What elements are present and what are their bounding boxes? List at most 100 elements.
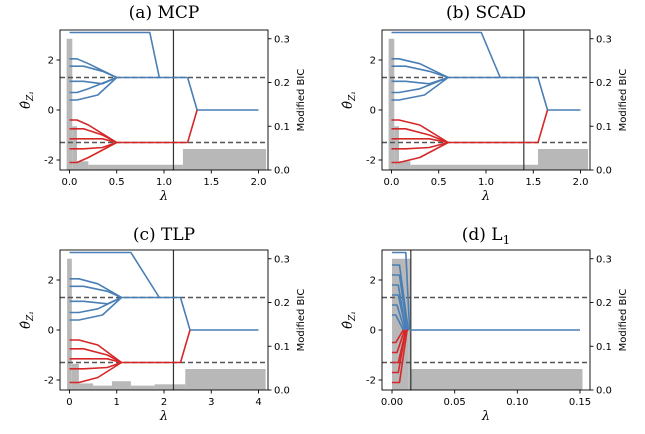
x-tick-label: 0.5 bbox=[109, 177, 125, 188]
bic-bar bbox=[78, 383, 94, 390]
path-line-positive bbox=[391, 58, 449, 79]
y-axis-label-left: θ̂Z₁ bbox=[341, 91, 358, 109]
y-tick-label-right: 0.0 bbox=[274, 166, 290, 177]
panel-3: 0 1 2 3 4 -2 0 2 0.0 0.1 0.2 0.3 (c) TLP λ θ̂Z₁ Modifie… bbox=[19, 225, 307, 424]
path-line-positive bbox=[69, 65, 118, 79]
y-tick-label-right: 0.1 bbox=[596, 122, 612, 133]
panel-2: 0.0 0.5 1.0 1.5 2.0 -2 0 2 0.0 0.1 0.2 0.3 (b) SCAD λ… bbox=[341, 3, 629, 204]
path-line-positive bbox=[69, 296, 123, 321]
path-line-negative bbox=[69, 141, 118, 164]
bic-bar bbox=[112, 381, 131, 390]
panel-title: (d) L1 bbox=[462, 225, 510, 247]
x-tick-label: 1 bbox=[114, 397, 120, 408]
x-axis-label: λ bbox=[481, 409, 490, 424]
y-axis-label-left: θ̂Z₁ bbox=[19, 91, 36, 109]
path-line-positive bbox=[391, 31, 501, 78]
bic-bar bbox=[410, 164, 538, 170]
bic-bar bbox=[388, 38, 395, 170]
bic-bars bbox=[66, 38, 267, 170]
plot-frame bbox=[381, 249, 591, 391]
y-tick-label-left: 2 bbox=[370, 276, 376, 287]
y-tick-label-right: 0.0 bbox=[596, 166, 612, 177]
title-main: (d) L bbox=[462, 225, 503, 245]
path-line-positive bbox=[392, 304, 406, 331]
path-line-negative bbox=[186, 109, 198, 143]
x-axis-label: λ bbox=[481, 189, 490, 204]
path-line-positive bbox=[392, 264, 410, 331]
path-line-negative bbox=[69, 361, 122, 384]
path-line-positive bbox=[391, 76, 449, 94]
panel-title: (c) TLP bbox=[133, 225, 195, 245]
y-tick-label-left: 2 bbox=[370, 56, 376, 67]
y-tick-label-left: 0 bbox=[370, 326, 376, 337]
panel-title: (b) SCAD bbox=[446, 3, 526, 23]
solution-paths bbox=[391, 31, 581, 164]
panel-title: (a) MCP bbox=[129, 3, 200, 23]
y-tick-label-right: 0.2 bbox=[274, 78, 290, 89]
bic-bar bbox=[77, 161, 89, 170]
path-line-negative bbox=[391, 141, 449, 150]
x-tick-label: 1.5 bbox=[525, 177, 541, 188]
y-axis-label-right: Modified BIC bbox=[296, 289, 307, 352]
y-tick-label-left: -2 bbox=[44, 156, 54, 167]
path-line-negative bbox=[69, 128, 118, 144]
x-tick-label: 2 bbox=[161, 397, 167, 408]
x-tick-label: 0 bbox=[66, 397, 72, 408]
y-tick-label-left: 2 bbox=[48, 276, 54, 287]
bic-bars bbox=[388, 38, 589, 170]
y-axis-label-right: Modified BIC bbox=[296, 69, 307, 132]
path-line-positive bbox=[69, 278, 122, 299]
path-line-positive bbox=[391, 76, 449, 101]
path-line-positive bbox=[179, 297, 259, 331]
panel-4: 0.00 0.05 0.10 0.15 -2 0 2 0.0 0.1 0.2 0.3 (d) L1 λ θ… bbox=[341, 225, 629, 424]
bic-bar bbox=[154, 384, 186, 390]
bic-bar bbox=[66, 38, 73, 170]
solution-paths bbox=[69, 31, 259, 164]
path-line-positive bbox=[69, 285, 122, 299]
path-line-positive bbox=[186, 77, 259, 111]
x-tick-label: 1.0 bbox=[478, 177, 494, 188]
bic-bars bbox=[67, 258, 266, 390]
path-line-positive bbox=[392, 294, 407, 331]
bic-bar bbox=[185, 369, 266, 390]
x-tick-label: 0.05 bbox=[444, 397, 466, 408]
x-tick-label: 2.0 bbox=[573, 177, 589, 188]
x-axis-label: λ bbox=[159, 189, 168, 204]
path-line-negative bbox=[392, 329, 407, 374]
path-line-positive bbox=[69, 76, 118, 101]
bic-bars bbox=[392, 258, 583, 390]
x-tick-label: 0.5 bbox=[431, 177, 447, 188]
y-tick-label-right: 0.3 bbox=[596, 34, 612, 45]
y-tick-label-right: 0.2 bbox=[596, 78, 612, 89]
bic-bar bbox=[399, 161, 411, 170]
path-line-negative bbox=[69, 339, 122, 364]
path-line-negative bbox=[391, 119, 449, 144]
y-tick-label-right: 0.0 bbox=[596, 386, 612, 397]
y-tick-label-right: 0.2 bbox=[274, 298, 290, 309]
y-tick-label-right: 0.1 bbox=[596, 342, 612, 353]
y-tick-label-left: 0 bbox=[370, 106, 376, 117]
bic-bar bbox=[130, 385, 155, 390]
y-tick-label-right: 0.1 bbox=[274, 122, 290, 133]
bic-bar bbox=[93, 385, 112, 390]
y-axis-label-right: Modified BIC bbox=[618, 289, 629, 352]
path-line-negative bbox=[69, 361, 122, 370]
bic-bar bbox=[88, 164, 183, 170]
x-tick-label: 1.0 bbox=[156, 177, 172, 188]
y-tick-label-left: 0 bbox=[48, 326, 54, 337]
bic-bar bbox=[182, 149, 267, 170]
x-tick-label: 0.10 bbox=[506, 397, 528, 408]
path-line-negative bbox=[537, 109, 549, 143]
y-tick-label-left: 0 bbox=[48, 106, 54, 117]
x-tick-label: 0.0 bbox=[384, 177, 400, 188]
bic-bar bbox=[410, 369, 583, 390]
panel-1: 0.0 0.5 1.0 1.5 2.0 -2 0 2 0.0 0.1 0.2 0.3 (a) MCP λ θ… bbox=[19, 3, 307, 204]
path-line-negative bbox=[69, 119, 118, 144]
path-line-positive bbox=[392, 251, 411, 331]
path-line-negative bbox=[392, 329, 408, 384]
y-tick-label-right: 0.3 bbox=[596, 254, 612, 265]
bic-bar bbox=[71, 363, 79, 390]
path-line-negative bbox=[391, 128, 449, 144]
x-tick-label: 0.15 bbox=[569, 397, 591, 408]
